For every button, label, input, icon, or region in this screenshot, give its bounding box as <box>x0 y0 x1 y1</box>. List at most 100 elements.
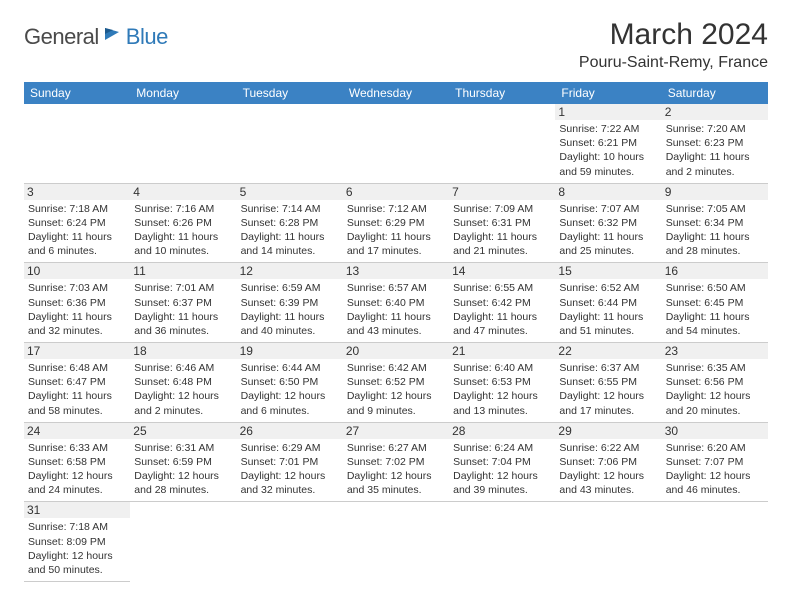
day-cell: 7Sunrise: 7:09 AMSunset: 6:31 PMDaylight… <box>449 183 555 263</box>
day-details: Sunrise: 6:52 AMSunset: 6:44 PMDaylight:… <box>559 281 657 338</box>
weekday-header: Saturday <box>662 82 768 104</box>
day-number: 13 <box>343 263 449 279</box>
weekday-header: Friday <box>555 82 661 104</box>
day-number: 18 <box>130 343 236 359</box>
day-cell: 19 Sunrise: 6:44 AMSunset: 6:50 PMDayligh… <box>237 343 343 423</box>
logo: General Blue <box>24 24 168 50</box>
day-number: 3 <box>24 184 130 200</box>
weekday-header: Tuesday <box>237 82 343 104</box>
day-details: Sunrise: 7:20 AMSunset: 6:23 PMDaylight:… <box>666 122 764 179</box>
empty-cell <box>130 104 236 183</box>
weekday-header: Monday <box>130 82 236 104</box>
day-cell: 6Sunrise: 7:12 AMSunset: 6:29 PMDaylight… <box>343 183 449 263</box>
empty-cell <box>662 502 768 582</box>
day-details: Sunrise: 6:59 AMSunset: 6:39 PMDaylight:… <box>241 281 339 338</box>
day-cell: 15 Sunrise: 6:52 AMSunset: 6:44 PMDayligh… <box>555 263 661 343</box>
day-cell: 16 Sunrise: 6:50 AMSunset: 6:45 PMDayligh… <box>662 263 768 343</box>
day-number: 14 <box>449 263 555 279</box>
day-details: Sunrise: 6:31 AMSunset: 6:59 PMDaylight:… <box>134 441 232 498</box>
day-cell: 9 Sunrise: 7:05 AMSunset: 6:34 PMDaylight… <box>662 183 768 263</box>
day-cell: 17 Sunrise: 6:48 AMSunset: 6:47 PMDayligh… <box>24 343 130 423</box>
day-cell: 27 Sunrise: 6:27 AMSunset: 7:02 PMDayligh… <box>343 422 449 502</box>
day-details: Sunrise: 7:12 AMSunset: 6:29 PMDaylight:… <box>347 202 445 259</box>
day-details: Sunrise: 6:20 AMSunset: 7:07 PMDaylight:… <box>666 441 764 498</box>
week-row: 10Sunrise: 7:03 AMSunset: 6:36 PMDayligh… <box>24 263 768 343</box>
calendar-table: SundayMondayTuesdayWednesdayThursdayFrid… <box>24 82 768 582</box>
day-cell: 4 Sunrise: 7:16 AMSunset: 6:26 PMDaylight… <box>130 183 236 263</box>
day-cell: 22 Sunrise: 6:37 AMSunset: 6:55 PMDayligh… <box>555 343 661 423</box>
day-number: 29 <box>555 423 661 439</box>
day-cell: 2 Sunrise: 7:20 AMSunset: 6:23 PMDaylight… <box>662 104 768 183</box>
day-number: 15 <box>555 263 661 279</box>
week-row: 31 Sunrise: 7:18 AMSunset: 8:09 PMDayligh… <box>24 502 768 582</box>
day-cell: 13 Sunrise: 6:57 AMSunset: 6:40 PMDayligh… <box>343 263 449 343</box>
day-number: 1 <box>555 104 661 120</box>
weekday-header: Wednesday <box>343 82 449 104</box>
day-details: Sunrise: 6:27 AMSunset: 7:02 PMDaylight:… <box>347 441 445 498</box>
day-cell: 14 Sunrise: 6:55 AMSunset: 6:42 PMDayligh… <box>449 263 555 343</box>
day-number: 27 <box>343 423 449 439</box>
day-number: 16 <box>662 263 768 279</box>
day-number: 22 <box>555 343 661 359</box>
day-number: 19 <box>237 343 343 359</box>
day-details: Sunrise: 7:09 AMSunset: 6:31 PMDaylight:… <box>453 202 551 259</box>
day-details: Sunrise: 7:07 AMSunset: 6:32 PMDaylight:… <box>559 202 657 259</box>
day-details: Sunrise: 6:35 AMSunset: 6:56 PMDaylight:… <box>666 361 764 418</box>
logo-text-general: General <box>24 24 99 50</box>
day-number: 24 <box>24 423 130 439</box>
day-cell: 25Sunrise: 6:31 AMSunset: 6:59 PMDayligh… <box>130 422 236 502</box>
empty-cell <box>449 104 555 183</box>
day-number: 2 <box>662 104 768 120</box>
flag-icon <box>103 26 123 49</box>
empty-cell <box>237 502 343 582</box>
day-number: 21 <box>449 343 555 359</box>
day-number: 20 <box>343 343 449 359</box>
day-number: 30 <box>662 423 768 439</box>
week-row: 24 Sunrise: 6:33 AMSunset: 6:58 PMDayligh… <box>24 422 768 502</box>
empty-cell <box>237 104 343 183</box>
day-cell: 23 Sunrise: 6:35 AMSunset: 6:56 PMDayligh… <box>662 343 768 423</box>
day-cell: 28Sunrise: 6:24 AMSunset: 7:04 PMDayligh… <box>449 422 555 502</box>
day-details: Sunrise: 6:50 AMSunset: 6:45 PMDaylight:… <box>666 281 764 338</box>
calendar-body: 1Sunrise: 7:22 AMSunset: 6:21 PMDaylight… <box>24 104 768 582</box>
empty-cell <box>449 502 555 582</box>
day-details: Sunrise: 7:05 AMSunset: 6:34 PMDaylight:… <box>666 202 764 259</box>
day-details: Sunrise: 6:42 AMSunset: 6:52 PMDaylight:… <box>347 361 445 418</box>
day-details: Sunrise: 7:18 AMSunset: 6:24 PMDaylight:… <box>28 202 126 259</box>
day-details: Sunrise: 6:48 AMSunset: 6:47 PMDaylight:… <box>28 361 126 418</box>
day-details: Sunrise: 7:01 AMSunset: 6:37 PMDaylight:… <box>134 281 232 338</box>
day-cell: 30 Sunrise: 6:20 AMSunset: 7:07 PMDayligh… <box>662 422 768 502</box>
week-row: 17 Sunrise: 6:48 AMSunset: 6:47 PMDayligh… <box>24 343 768 423</box>
day-number: 9 <box>662 184 768 200</box>
day-number: 10 <box>24 263 130 279</box>
day-details: Sunrise: 7:16 AMSunset: 6:26 PMDaylight:… <box>134 202 232 259</box>
day-details: Sunrise: 6:33 AMSunset: 6:58 PMDaylight:… <box>28 441 126 498</box>
day-cell: 18Sunrise: 6:46 AMSunset: 6:48 PMDayligh… <box>130 343 236 423</box>
day-number: 23 <box>662 343 768 359</box>
empty-cell <box>24 104 130 183</box>
day-details: Sunrise: 6:40 AMSunset: 6:53 PMDaylight:… <box>453 361 551 418</box>
day-cell: 12Sunrise: 6:59 AMSunset: 6:39 PMDayligh… <box>237 263 343 343</box>
day-cell: 21 Sunrise: 6:40 AMSunset: 6:53 PMDayligh… <box>449 343 555 423</box>
day-details: Sunrise: 6:44 AMSunset: 6:50 PMDaylight:… <box>241 361 339 418</box>
day-cell: 11 Sunrise: 7:01 AMSunset: 6:37 PMDayligh… <box>130 263 236 343</box>
day-number: 11 <box>130 263 236 279</box>
day-details: Sunrise: 6:57 AMSunset: 6:40 PMDaylight:… <box>347 281 445 338</box>
day-details: Sunrise: 6:55 AMSunset: 6:42 PMDaylight:… <box>453 281 551 338</box>
day-cell: 31 Sunrise: 7:18 AMSunset: 8:09 PMDayligh… <box>24 502 130 582</box>
day-cell: 26Sunrise: 6:29 AMSunset: 7:01 PMDayligh… <box>237 422 343 502</box>
empty-cell <box>343 502 449 582</box>
week-row: 3 Sunrise: 7:18 AMSunset: 6:24 PMDaylight… <box>24 183 768 263</box>
day-cell: 20 Sunrise: 6:42 AMSunset: 6:52 PMDayligh… <box>343 343 449 423</box>
day-details: Sunrise: 6:37 AMSunset: 6:55 PMDaylight:… <box>559 361 657 418</box>
calendar-head: SundayMondayTuesdayWednesdayThursdayFrid… <box>24 82 768 104</box>
day-cell: 3 Sunrise: 7:18 AMSunset: 6:24 PMDaylight… <box>24 183 130 263</box>
header: General Blue March 2024 Pouru-Saint-Remy… <box>24 18 768 72</box>
day-details: Sunrise: 7:18 AMSunset: 8:09 PMDaylight:… <box>28 520 126 577</box>
empty-cell <box>130 502 236 582</box>
day-number: 4 <box>130 184 236 200</box>
day-number: 31 <box>24 502 130 518</box>
day-number: 17 <box>24 343 130 359</box>
day-details: Sunrise: 6:29 AMSunset: 7:01 PMDaylight:… <box>241 441 339 498</box>
day-number: 5 <box>237 184 343 200</box>
